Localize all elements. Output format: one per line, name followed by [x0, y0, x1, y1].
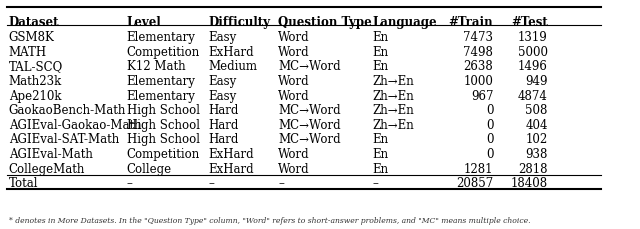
Text: 20857: 20857: [456, 177, 493, 189]
Text: Difficulty: Difficulty: [209, 16, 271, 29]
Text: High School: High School: [127, 104, 200, 117]
Text: Easy: Easy: [209, 31, 237, 44]
Text: MC→Word: MC→Word: [278, 133, 341, 146]
Text: 1000: 1000: [463, 75, 493, 88]
Text: Easy: Easy: [209, 75, 237, 88]
Text: TAL-SCQ: TAL-SCQ: [9, 60, 63, 73]
Text: 1319: 1319: [518, 31, 548, 44]
Text: 967: 967: [471, 89, 493, 102]
Text: GaokaoBench-Math: GaokaoBench-Math: [9, 104, 126, 117]
Text: Hard: Hard: [209, 104, 239, 117]
Text: Ape210k: Ape210k: [9, 89, 61, 102]
Text: 0: 0: [486, 104, 493, 117]
Text: 102: 102: [525, 133, 548, 146]
Text: –: –: [209, 177, 214, 189]
Text: Zh→En: Zh→En: [372, 75, 414, 88]
Text: Language: Language: [372, 16, 436, 29]
Text: Hard: Hard: [209, 118, 239, 131]
Text: Elementary: Elementary: [127, 31, 196, 44]
Text: Elementary: Elementary: [127, 75, 196, 88]
Text: Zh→En: Zh→En: [372, 89, 414, 102]
Text: High School: High School: [127, 118, 200, 131]
Text: Easy: Easy: [209, 89, 237, 102]
Text: En: En: [372, 133, 388, 146]
Text: AGIEval-Gaokao-Math: AGIEval-Gaokao-Math: [9, 118, 141, 131]
Text: Zh→En: Zh→En: [372, 118, 414, 131]
Text: K12 Math: K12 Math: [127, 60, 186, 73]
Text: Total: Total: [9, 177, 38, 189]
Text: 7473: 7473: [463, 31, 493, 44]
Text: 508: 508: [525, 104, 548, 117]
Text: 0: 0: [486, 133, 493, 146]
Text: 4874: 4874: [518, 89, 548, 102]
Text: En: En: [372, 147, 388, 160]
Text: 7498: 7498: [463, 46, 493, 59]
Text: Competition: Competition: [127, 46, 200, 59]
Text: Zh→En: Zh→En: [372, 104, 414, 117]
Text: 2818: 2818: [518, 162, 548, 175]
Text: Level: Level: [127, 16, 161, 29]
Text: 949: 949: [525, 75, 548, 88]
Text: 0: 0: [486, 118, 493, 131]
Text: Elementary: Elementary: [127, 89, 196, 102]
Text: MC→Word: MC→Word: [278, 118, 341, 131]
Text: College: College: [127, 162, 172, 175]
Text: Word: Word: [278, 162, 310, 175]
Text: High School: High School: [127, 133, 200, 146]
Text: 18408: 18408: [511, 177, 548, 189]
Text: En: En: [372, 162, 388, 175]
Text: AGIEval-SAT-Math: AGIEval-SAT-Math: [9, 133, 119, 146]
Text: Word: Word: [278, 46, 310, 59]
Text: 404: 404: [525, 118, 548, 131]
Text: En: En: [372, 31, 388, 44]
Text: MATH: MATH: [9, 46, 47, 59]
Text: CollegeMath: CollegeMath: [9, 162, 85, 175]
Text: 1281: 1281: [464, 162, 493, 175]
Text: Word: Word: [278, 75, 310, 88]
Text: AGIEval-Math: AGIEval-Math: [9, 147, 93, 160]
Text: 938: 938: [525, 147, 548, 160]
Text: 1496: 1496: [518, 60, 548, 73]
Text: Hard: Hard: [209, 133, 239, 146]
Text: –: –: [127, 177, 132, 189]
Text: * denotes in More Datasets. In the "Question Type" column, "Word" refers to shor: * denotes in More Datasets. In the "Ques…: [9, 216, 530, 224]
Text: –: –: [278, 177, 284, 189]
Text: MC→Word: MC→Word: [278, 60, 341, 73]
Text: #Train: #Train: [449, 16, 493, 29]
Text: ExHard: ExHard: [209, 162, 254, 175]
Text: Question Type: Question Type: [278, 16, 372, 29]
Text: Word: Word: [278, 31, 310, 44]
Text: GSM8K: GSM8K: [9, 31, 54, 44]
Text: Competition: Competition: [127, 147, 200, 160]
Text: 2638: 2638: [463, 60, 493, 73]
Text: –: –: [372, 177, 378, 189]
Text: 0: 0: [486, 147, 493, 160]
Text: MC→Word: MC→Word: [278, 104, 341, 117]
Text: Word: Word: [278, 89, 310, 102]
Text: Medium: Medium: [209, 60, 257, 73]
Text: En: En: [372, 60, 388, 73]
Text: ExHard: ExHard: [209, 147, 254, 160]
Text: Word: Word: [278, 147, 310, 160]
Text: Dataset: Dataset: [9, 16, 59, 29]
Text: En: En: [372, 46, 388, 59]
Text: Math23k: Math23k: [9, 75, 62, 88]
Text: 5000: 5000: [518, 46, 548, 59]
Text: #Test: #Test: [511, 16, 548, 29]
Text: ExHard: ExHard: [209, 46, 254, 59]
